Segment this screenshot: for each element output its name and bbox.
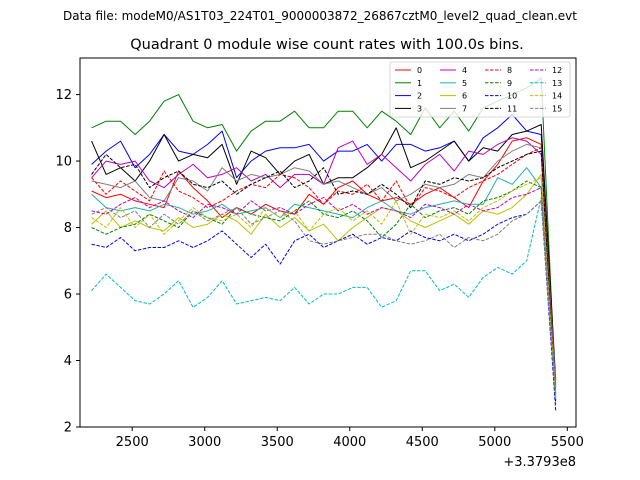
x-tick-label: 2500: [116, 435, 149, 450]
x-axis: 2500 3000 3500 4000 4500 5000 5500: [116, 427, 584, 450]
series-line-5: [91, 167, 557, 384]
legend-label-3: 3: [417, 104, 422, 113]
series-line-12: [91, 187, 557, 398]
x-tick-label: 4000: [333, 435, 366, 450]
file-suptitle: Data file: modeM0/AS1T03_224T01_90000038…: [63, 9, 577, 23]
series-line-13: [91, 197, 557, 401]
series-line-2: [91, 114, 557, 388]
legend-label-5: 5: [462, 79, 467, 88]
legend-label-10: 10: [507, 92, 517, 101]
legend-label-8: 8: [507, 66, 512, 75]
y-tick-label: 8: [64, 221, 72, 236]
legend-label-2: 2: [417, 92, 422, 101]
series-line-14: [91, 177, 557, 398]
legend-label-13: 13: [552, 79, 562, 88]
x-tick-label: 4500: [406, 435, 439, 450]
series-line-11: [91, 150, 557, 404]
chart-title: Quadrant 0 module wise count rates with …: [130, 37, 524, 53]
legend-box: [389, 61, 571, 118]
series-line-15: [91, 200, 557, 398]
legend-label-9: 9: [507, 79, 512, 88]
legend-label-14: 14: [552, 92, 562, 101]
plot-frame: [79, 57, 577, 428]
legend-label-12: 12: [552, 66, 562, 75]
x-tick-label: 3500: [261, 435, 294, 450]
legend-label-1: 1: [417, 79, 422, 88]
x-offset-label: +3.3793e8: [503, 455, 576, 470]
legend-label-7: 7: [462, 104, 467, 113]
legend-label-11: 11: [507, 104, 517, 113]
series-lines: [91, 77, 557, 411]
series-line-10: [91, 200, 557, 411]
series-line-9: [91, 180, 557, 401]
series-line-1: [91, 77, 557, 394]
x-tick-label: 5000: [478, 435, 511, 450]
series-line-8: [91, 147, 557, 398]
legend-label-6: 6: [462, 92, 467, 101]
y-tick-label: 10: [55, 155, 72, 170]
legend-label-15: 15: [552, 104, 562, 113]
y-tick-label: 12: [55, 88, 72, 103]
x-tick-label: 3000: [188, 435, 221, 450]
series-line-3: [91, 124, 557, 381]
legend-label-4: 4: [462, 66, 467, 75]
x-tick-label: 5500: [551, 435, 584, 450]
y-tick-label: 2: [64, 421, 72, 436]
y-tick-label: 6: [64, 288, 72, 303]
series-line-6: [91, 173, 557, 394]
series-line-7: [91, 143, 557, 388]
legend-label-0: 0: [417, 66, 422, 75]
y-tick-label: 4: [64, 354, 72, 369]
y-axis: 2 4 6 8 10 12: [55, 88, 80, 436]
